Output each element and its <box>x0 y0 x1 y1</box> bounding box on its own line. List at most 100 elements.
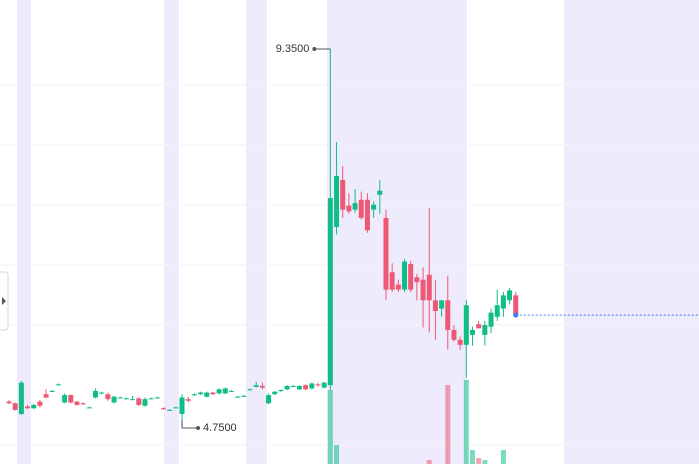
candle-body <box>476 324 482 329</box>
candle-body <box>408 264 414 290</box>
candle-body <box>513 295 519 316</box>
candle-body <box>142 399 148 406</box>
candle-body <box>253 385 259 387</box>
annotation-label: 4.7500 <box>203 422 237 434</box>
session-bands <box>17 0 699 464</box>
band <box>17 0 31 464</box>
candle-body <box>117 397 123 399</box>
candle-body <box>309 383 315 389</box>
candle-body <box>49 390 55 392</box>
candle-body <box>62 395 68 403</box>
candle-body <box>31 404 37 409</box>
candle-body <box>426 274 432 301</box>
candle-body <box>37 401 43 406</box>
candle-body <box>247 389 253 391</box>
last-price-dot <box>513 312 519 318</box>
candle-body <box>463 305 469 345</box>
band <box>164 0 179 464</box>
band <box>564 0 699 464</box>
candle-body <box>266 395 272 404</box>
candle-body <box>179 397 185 414</box>
candle-body <box>296 385 302 390</box>
candle-body <box>235 396 241 398</box>
candle-body <box>358 199 364 218</box>
candle-body <box>148 398 154 400</box>
candle-body <box>507 290 513 301</box>
candle-body <box>204 392 210 397</box>
candle-body <box>364 199 370 231</box>
annotation-label: 9.3500 <box>276 43 310 55</box>
candle-body <box>352 203 358 210</box>
candle-body <box>420 279 426 301</box>
volume-bar <box>327 390 333 464</box>
candle-body <box>93 390 99 398</box>
background-grid <box>0 84 699 446</box>
candle-body <box>482 325 488 335</box>
candle-body <box>173 407 179 409</box>
candle-body <box>445 300 451 330</box>
candle-body <box>334 175 340 227</box>
candle-body <box>222 388 228 394</box>
annotation-dot <box>196 425 201 430</box>
candle-body <box>130 399 136 401</box>
candle-body <box>414 277 420 283</box>
candle-body <box>167 409 173 411</box>
candle-body <box>185 399 191 401</box>
candle-body <box>161 408 166 410</box>
candle-body <box>86 407 92 409</box>
band <box>246 0 267 464</box>
candle-body <box>321 382 327 388</box>
candle-body <box>389 272 395 290</box>
candle-body <box>371 204 377 210</box>
volume-bar <box>445 385 451 464</box>
candle-body <box>278 390 284 392</box>
candle-body <box>395 284 401 290</box>
volume-bar <box>426 460 432 464</box>
candle-body <box>80 403 86 405</box>
candle-body <box>259 385 265 388</box>
volume-bar <box>500 450 506 464</box>
candle-body <box>377 190 383 195</box>
candle-body <box>457 339 463 345</box>
candle-body <box>43 394 49 398</box>
candle-body <box>494 305 500 317</box>
candle-body <box>470 329 475 335</box>
annotation-dot <box>312 47 317 52</box>
candle-body <box>6 401 12 404</box>
candle-body <box>210 392 216 395</box>
candle-body <box>315 384 321 386</box>
volume-bar <box>463 380 469 464</box>
candle-body <box>272 391 278 395</box>
side-tab[interactable] <box>0 271 9 331</box>
candle-body <box>241 395 247 397</box>
volume-bar <box>482 460 488 464</box>
candle-body <box>402 261 408 290</box>
candle-body <box>488 312 494 327</box>
candle-body <box>340 180 346 210</box>
plot: 9.3500 4.7500 <box>6 43 699 464</box>
candle-body <box>198 392 204 395</box>
candle-body <box>18 382 24 414</box>
candle-body <box>74 401 80 405</box>
candle-body <box>439 300 445 309</box>
volume-bar <box>470 450 475 464</box>
candle-body <box>346 205 352 212</box>
candle-body <box>99 392 105 394</box>
candle-body <box>136 398 142 405</box>
candle-body <box>154 397 160 399</box>
band <box>327 0 467 464</box>
volume-bar <box>476 458 482 464</box>
candle-body <box>303 385 309 390</box>
candle-body <box>228 390 234 392</box>
candle-body <box>284 385 290 390</box>
candle-body <box>500 295 506 309</box>
candle-body <box>432 300 438 312</box>
candle-body <box>191 394 197 396</box>
candle-body <box>105 394 111 400</box>
tab-arrow <box>2 297 6 305</box>
candle-body <box>55 384 61 386</box>
volume-bar <box>334 445 340 464</box>
candle-body <box>111 396 117 403</box>
candle-body <box>383 217 389 290</box>
